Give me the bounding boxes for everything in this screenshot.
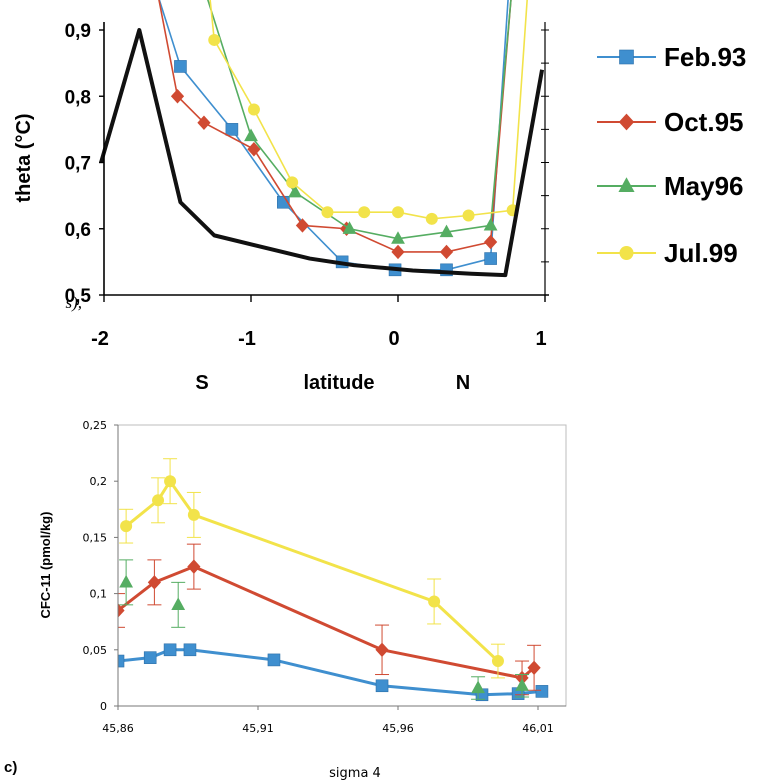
- cfc11-y-tick-label: 0,25: [83, 419, 108, 432]
- legend-label: Oct.95: [664, 107, 744, 137]
- theta-data-point: [392, 206, 404, 219]
- cfc11-data-point: [118, 603, 125, 618]
- theta-y-tick-label: 0,6: [65, 220, 91, 241]
- theta-data-point: [358, 206, 371, 219]
- sigma4-x-axis-title: sigma 4: [329, 766, 381, 781]
- legend-marker: [619, 246, 634, 260]
- cfc11-y-tick-label: 0: [100, 700, 107, 713]
- theta-data-point: [321, 206, 334, 219]
- cfc11-data-point: [471, 680, 485, 694]
- theta-series-layer: [99, 0, 545, 278]
- theta-data-point: [484, 252, 497, 265]
- theta-data-point: [484, 234, 498, 250]
- theta-x-tick-label: 0: [388, 328, 399, 350]
- theta-data-point: [247, 103, 260, 116]
- legend-marker: [619, 49, 634, 65]
- cfc11-y-tick-label: 0,2: [90, 475, 108, 488]
- cfc11-series-line: [118, 565, 536, 680]
- theta-data-point: [483, 217, 498, 231]
- cfc11-data-point: [118, 654, 125, 668]
- theta-data-point: [425, 212, 438, 225]
- cfc11-y-tick-label: 0,05: [83, 644, 108, 657]
- cfc11-data-point: [187, 559, 201, 574]
- theta-data-point: [197, 115, 211, 130]
- theta-x-tick-label: -1: [238, 328, 256, 350]
- bottom-profile-line: [99, 28, 545, 278]
- latitude-x-axis-title: latitude: [303, 372, 374, 394]
- cfc11-x-tick-label: 46,01: [522, 722, 554, 735]
- latitude-north-label: N: [456, 372, 470, 394]
- cfc11-x-tick-label: 45,86: [102, 722, 134, 735]
- cfc11-data-point: [119, 574, 134, 588]
- cfc11-data-point: [375, 642, 389, 657]
- cfc11-data-point: [375, 679, 389, 693]
- theta-data-point: [174, 60, 187, 73]
- theta-data-point: [170, 89, 185, 104]
- theta-x-tick-label: 1: [535, 328, 546, 350]
- theta-data-point: [391, 231, 405, 244]
- cfc11-x-tick-label: 45,96: [382, 722, 414, 735]
- theta-latitude-chart: 0,5 0,6 0,7 0,8 0,9 -2 -1 0 1 theta (°C) latitud…: [13, 0, 549, 394]
- legend-label: Jul.99: [664, 238, 738, 268]
- theta-data-point: [439, 224, 454, 238]
- cfc11-data-point: [163, 643, 177, 657]
- cfc11-data-point: [120, 520, 133, 533]
- cfc11-data-point: [267, 653, 281, 667]
- cfc11-y-tick-label: 0,1: [90, 588, 108, 601]
- theta-data-point: [462, 209, 475, 222]
- theta-data-point: [288, 184, 302, 198]
- legend-label: Feb.93: [664, 42, 746, 72]
- theta-y-tick-label: 0,9: [65, 21, 91, 42]
- cfc11-data-point: [147, 575, 161, 590]
- cfc11-data-point: [183, 643, 197, 657]
- cfc11-data-point: [143, 651, 157, 664]
- latitude-south-label: S: [195, 372, 208, 394]
- theta-y-axis-title: theta (°C): [13, 113, 35, 202]
- theta-series-line: [158, 0, 512, 253]
- cropped-text-fragment: s),: [65, 293, 82, 312]
- cfc11-data-point: [164, 475, 177, 488]
- cfc11-data-point: [527, 660, 541, 675]
- theta-data-point: [286, 176, 299, 189]
- theta-data-point: [342, 221, 357, 234]
- theta-data-point: [391, 244, 405, 260]
- theta-data-point: [208, 33, 221, 46]
- legend: Feb.93 Oct.95 May96 Jul.99: [597, 42, 746, 268]
- theta-data-point: [295, 218, 310, 233]
- legend-marker: [618, 113, 635, 131]
- theta-y-tick-label: 0,7: [65, 154, 91, 175]
- cfc11-data-point: [535, 685, 549, 698]
- cfc11-data-point: [152, 494, 165, 507]
- cfc11-x-tick-label: 45,91: [242, 722, 274, 735]
- legend-marker: [618, 177, 635, 192]
- cfc11-data-point: [428, 595, 441, 608]
- legend-label: May96: [664, 171, 744, 201]
- theta-y-tick-label: 0,5: [65, 286, 92, 307]
- theta-data-point: [225, 123, 239, 136]
- cfc11-series-layer: [118, 458, 549, 702]
- theta-x-tick-label: -2: [91, 328, 109, 350]
- theta-data-point: [247, 142, 261, 157]
- panel-label-c: c): [4, 759, 17, 776]
- theta-series-line: [207, 0, 512, 240]
- theta-y-tick-label: 0,8: [65, 87, 91, 108]
- cfc11-y-axis-title: CFC-11 (pmol/kg): [38, 512, 53, 619]
- cfc11-data-point: [171, 597, 186, 610]
- cfc11-data-point: [515, 678, 529, 691]
- cfc11-data-point: [187, 508, 200, 521]
- cfc11-data-point: [491, 655, 504, 668]
- theta-data-point: [244, 128, 258, 142]
- cfc11-series-line: [125, 479, 499, 663]
- theta-axes: 0,5 0,6 0,7 0,8 0,9 -2 -1 0 1: [65, 21, 549, 350]
- cfc11-axes: 0 0,05 0,1 0,15 0,2 0,25 45,86 45,91 45,96 46,01: [83, 419, 566, 735]
- cfc11-y-tick-label: 0,15: [83, 531, 108, 544]
- theta-data-point: [439, 244, 454, 260]
